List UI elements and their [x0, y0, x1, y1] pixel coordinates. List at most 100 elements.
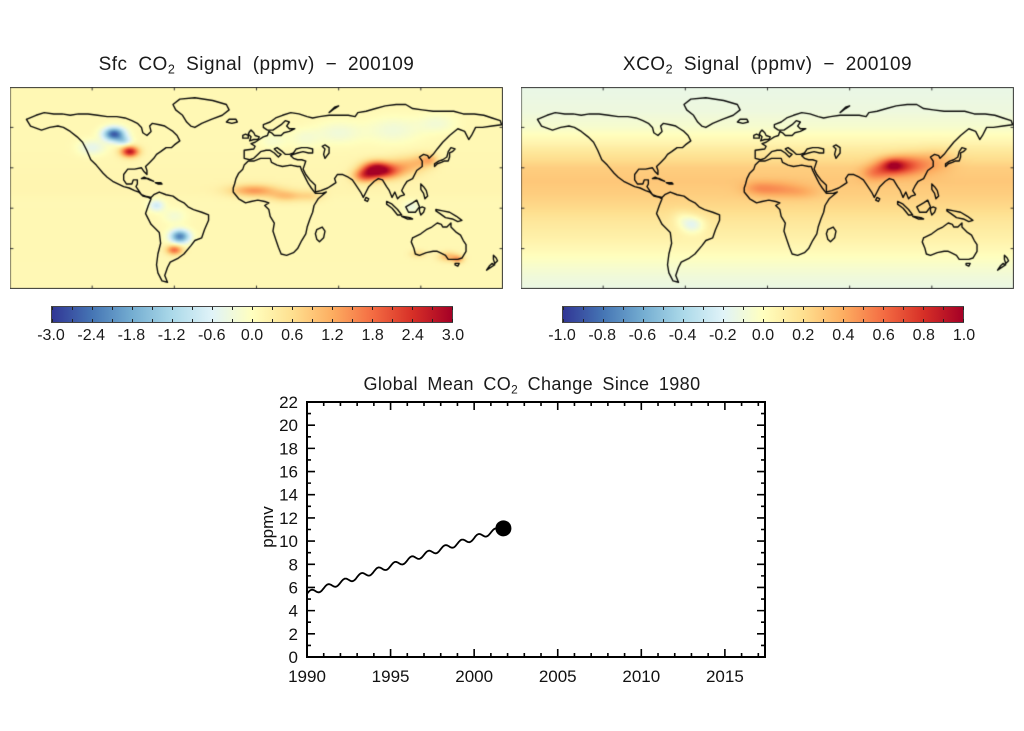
map-title-xco2-text: XCO	[622, 54, 666, 75]
colorbar-tick	[742, 319, 744, 322]
colorbar-labels-sfc: -3.0 -2.4 -1.8 -1.2 -0.6 0.0 0.6 1.2 1.8 2.4 3.0	[37, 327, 464, 347]
colorbar-tick	[451, 319, 453, 322]
x-axis-tick-label: 2005	[539, 667, 577, 686]
y-axis-tick-label: 20	[279, 416, 298, 435]
colorbar-tick	[211, 307, 213, 310]
map-title-sfc-subscript: 2	[167, 62, 176, 77]
colorbar-tick	[451, 307, 453, 310]
colorbar-tick	[311, 307, 313, 310]
colorbar-tick	[842, 307, 844, 310]
series-end-marker	[495, 520, 512, 537]
chart-title-text2: Change Since 1980	[518, 374, 701, 394]
y-axis-tick-label: 10	[279, 532, 298, 551]
colorbar-tick	[111, 319, 113, 322]
colorbar-tick-label: 0.8	[912, 327, 935, 344]
x-axis-tick-label: 2010	[622, 667, 660, 686]
colorbar-tick	[962, 319, 964, 322]
colorbar-tick-label: -0.4	[668, 327, 697, 344]
colorbar-tick	[562, 307, 564, 310]
colorbar-tick	[191, 307, 193, 310]
colorbar-tick	[762, 319, 764, 322]
colorbar-tick	[922, 319, 924, 322]
map-title-sfc-text2: Signal (ppmv) − 200109	[175, 54, 415, 75]
colorbar-tick-label: -3.0	[37, 327, 65, 344]
map-title-xco2: XCO2 Signal (ppmv) − 200109	[521, 54, 1014, 77]
colorbar-tick	[862, 307, 864, 310]
colorbar-tick	[822, 307, 824, 310]
colorbar-tick	[391, 319, 393, 322]
colorbar-tick	[822, 319, 824, 322]
colorbar-tick	[351, 319, 353, 322]
colorbar-tick-label: 2.4	[401, 327, 424, 344]
colorbar-tick	[682, 319, 684, 322]
y-axis-tick-label: 14	[279, 486, 298, 505]
colorbar-tick	[782, 319, 784, 322]
colorbar-tick	[662, 307, 664, 310]
colorbar-xco2	[562, 306, 964, 323]
colorbar-tick	[642, 319, 644, 322]
colorbar-tick-label: 0.4	[832, 327, 855, 344]
colorbar-tick	[391, 307, 393, 310]
colorbar-tick	[251, 307, 253, 310]
colorbar-tick	[91, 319, 93, 322]
colorbar-tick	[742, 307, 744, 310]
colorbar-tick	[151, 307, 153, 310]
colorbar-tick	[431, 307, 433, 310]
colorbar-tick	[291, 319, 293, 322]
colorbar-tick-label: 0.0	[751, 327, 775, 344]
y-axis-tick-label: 8	[289, 555, 298, 574]
colorbar-tick	[942, 319, 944, 322]
world-map-sfc-coastlines	[10, 87, 503, 289]
colorbar-tick	[111, 307, 113, 310]
colorbar-tick	[71, 307, 73, 310]
colorbar-tick	[722, 307, 724, 310]
y-axis-tick-label: 2	[289, 625, 298, 644]
colorbar-tick-label: 3.0	[441, 327, 465, 344]
colorbar-tick-label: -0.2	[709, 327, 737, 344]
colorbar-tick	[51, 319, 53, 322]
x-axis-tick-label: 1995	[372, 667, 410, 686]
colorbar-tick	[231, 307, 233, 310]
colorbar-tick	[171, 307, 173, 310]
y-axis-tick-label: 12	[279, 509, 298, 528]
colorbar-tick	[271, 307, 273, 310]
colorbar-tick-label: -1.0	[548, 327, 576, 344]
colorbar-tick-label: -0.8	[588, 327, 616, 344]
colorbar-tick-label: 0.6	[872, 327, 895, 344]
colorbar-tick	[582, 319, 584, 322]
colorbar-tick	[782, 307, 784, 310]
x-axis-tick-label: 2015	[706, 667, 744, 686]
colorbar-tick	[682, 307, 684, 310]
colorbar-tick-label: -0.6	[198, 327, 226, 344]
colorbar-tick	[802, 307, 804, 310]
colorbar-tick	[411, 319, 413, 322]
colorbar-sfc	[51, 306, 453, 323]
world-map-xco2-coastlines	[521, 87, 1014, 289]
colorbar-tick	[762, 307, 764, 310]
colorbar-tick	[171, 319, 173, 322]
colorbar-labels-xco2: -1.0 -0.8 -0.6 -0.4 -0.2 0.0 0.2 0.4 0.6 0.8 1.0	[548, 327, 975, 347]
colorbar-tick	[251, 319, 253, 322]
colorbar-tick	[562, 319, 564, 322]
map-title-sfc: Sfc CO2 Signal (ppmv) − 200109	[10, 54, 503, 77]
colorbar-tick	[91, 307, 93, 310]
colorbar-tick	[662, 319, 664, 322]
colorbar-tick	[582, 307, 584, 310]
map-title-sfc-text: Sfc CO	[98, 54, 168, 75]
colorbar-tick	[71, 319, 73, 322]
y-axis-tick-label: 6	[289, 578, 298, 597]
colorbar-tick	[191, 319, 193, 322]
colorbar-tick	[411, 307, 413, 310]
colorbar-tick-label: 0.0	[240, 327, 264, 344]
x-axis-tick-label: 1990	[288, 667, 326, 686]
axis-ticks	[306, 401, 765, 658]
colorbar-tick	[622, 307, 624, 310]
colorbar-tick	[151, 319, 153, 322]
colorbar-tick-label: -0.6	[628, 327, 657, 344]
colorbar-tick-label: 1.0	[952, 327, 976, 344]
colorbar-tick	[922, 307, 924, 310]
colorbar-tick	[271, 319, 273, 322]
colorbar-tick	[602, 307, 604, 310]
colorbar-tick	[331, 319, 333, 322]
